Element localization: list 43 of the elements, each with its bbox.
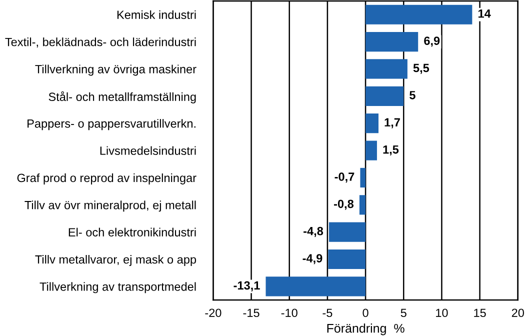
bar [366, 59, 408, 79]
x-tick-label: 20 [512, 308, 524, 318]
data-label: -0,8 [334, 200, 354, 210]
bar [366, 32, 418, 52]
y-tick-label: Graf prod o reprod av inspelningar [17, 173, 196, 184]
y-tick-label: Stål- och metallframställning [48, 91, 196, 104]
data-label: 5 [410, 91, 416, 100]
bar [266, 276, 366, 296]
data-label: 1,7 [384, 118, 400, 128]
x-tick-label: 15 [474, 308, 486, 318]
y-tick-label: Livsmedelsindustri [100, 146, 196, 155]
y-tick-label: Pappers- o pappersvarutillverkn. [28, 119, 196, 130]
x-tick-label: 0 [362, 308, 368, 318]
y-tick-label: Tillverkning av transportmedel [40, 282, 196, 294]
x-tick-label: 5 [400, 308, 406, 318]
data-label: -0,7 [334, 172, 354, 183]
bar [359, 195, 366, 215]
x-tick-label: -10 [281, 308, 298, 318]
y-tick-label: Tillverkning av övriga maskiner [35, 64, 196, 76]
x-tick-label: -20 [205, 308, 222, 318]
bar [366, 4, 472, 24]
x-axis-title: Förändring % [327, 324, 404, 336]
x-tick-label: -5 [322, 308, 332, 318]
data-label: -4,9 [302, 254, 322, 264]
data-label: -4,8 [304, 226, 324, 237]
data-label: 5,5 [413, 64, 430, 74]
bar [366, 86, 404, 106]
data-label: 6,9 [424, 36, 440, 47]
data-label: 1,5 [383, 145, 399, 156]
bar [366, 140, 377, 160]
data-label: 14 [478, 10, 491, 18]
bar [366, 114, 378, 134]
y-tick-label: Tillv metallvaror, ej mask o app [35, 254, 196, 266]
data-label: -13,1 [234, 281, 260, 292]
y-tick-label: El- och elektronikindustri [68, 228, 196, 236]
bar [360, 168, 366, 188]
x-tick-label: -15 [243, 308, 260, 318]
x-tick-label: 10 [436, 308, 448, 318]
y-tick-label: Textil-, beklädnads- och läderindustri [5, 38, 196, 48]
bar [328, 249, 366, 270]
y-tick-label: Kemisk industri [117, 10, 196, 19]
bar [328, 222, 366, 242]
y-tick-label: Tillv av övr mineralprod, ej metall [24, 200, 196, 212]
